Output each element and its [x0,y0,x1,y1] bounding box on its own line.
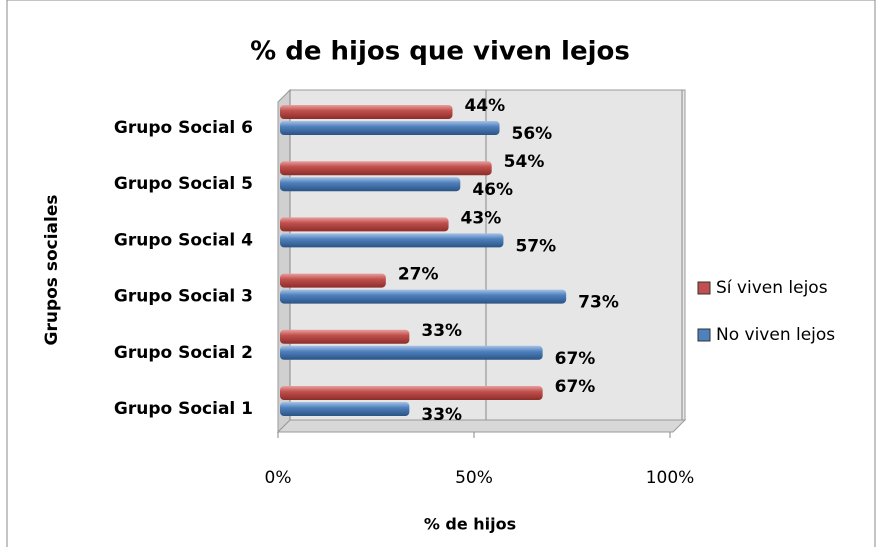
data-label: 67% [555,349,596,369]
y-tick-label: Grupo Social 4 [114,230,253,250]
data-label: 33% [421,405,462,425]
bar [280,273,386,288]
y-tick-label: Grupo Social 1 [114,399,253,419]
y-tick-label: Grupo Social 6 [114,118,253,138]
y-tick-label: Grupo Social 3 [114,287,253,307]
bar [280,177,461,192]
data-label: 56% [512,124,553,144]
side-wall [277,88,291,434]
bar [280,233,504,248]
bar [280,105,453,119]
chart-title: % de hijos que viven lejos [250,37,630,67]
data-label: 33% [421,321,462,341]
data-label: 54% [504,152,545,172]
y-tick-label: Grupo Social 5 [114,174,253,194]
data-label: 27% [398,265,439,285]
bar [280,121,500,135]
x-tick-label: 0% [265,468,292,488]
y-axis-label: Grupos sociales [42,195,62,346]
x-tick-label: 100% [646,468,695,488]
data-label: 73% [578,293,619,313]
bar [280,402,410,416]
floor [276,419,687,433]
x-tick-label: 50% [455,468,493,488]
data-label: 67% [555,377,596,397]
bar [280,289,567,304]
legend-label: No viven lejos [716,325,835,345]
legend-swatch [697,328,711,342]
bar [280,386,543,400]
data-label: 43% [461,208,502,228]
legend-label: Sí viven lejos [716,278,828,298]
bar [280,329,410,344]
data-label: 57% [515,236,556,256]
bar [280,161,492,176]
data-label: 46% [472,180,513,200]
back-wall [289,89,686,421]
legend-swatch [697,281,711,295]
data-label: 44% [464,96,505,116]
x-axis-label: % de hijos [424,515,516,534]
chart-border [6,0,876,547]
bar [280,217,449,232]
y-tick-label: Grupo Social 2 [114,343,253,363]
bar [280,345,543,360]
